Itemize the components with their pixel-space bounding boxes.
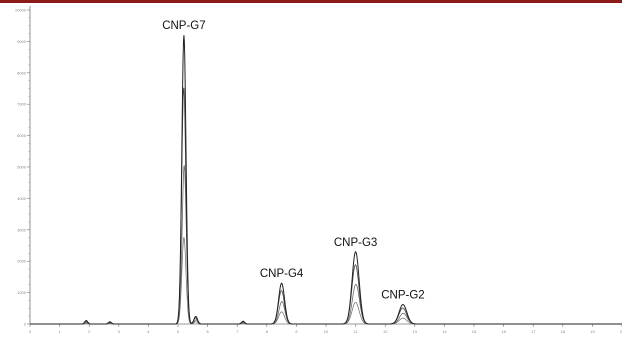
x-tick-label: 7 bbox=[236, 329, 239, 334]
trace-low bbox=[30, 237, 622, 325]
chart-traces bbox=[30, 35, 622, 325]
x-tick-label: 6 bbox=[206, 329, 209, 334]
trace-main bbox=[30, 35, 622, 325]
peak-label-cnp-g3: CNP-G3 bbox=[334, 237, 377, 249]
peak-label-cnp-g7: CNP-G7 bbox=[162, 20, 205, 32]
x-tick-label: 2 bbox=[88, 329, 91, 334]
y-tick-label: 10000 bbox=[15, 8, 27, 13]
top-accent-bar bbox=[0, 0, 622, 3]
x-tick-label: 13 bbox=[413, 329, 418, 334]
x-tick-label: 12 bbox=[383, 329, 388, 334]
trace-mid bbox=[30, 165, 622, 325]
x-tick-label: 17 bbox=[531, 329, 536, 334]
x-tick-label: 4 bbox=[147, 329, 150, 334]
x-tick-label: 0 bbox=[29, 329, 32, 334]
y-tick-label: 3000 bbox=[17, 227, 27, 232]
x-tick-label: 1 bbox=[58, 329, 61, 334]
x-tick-label: 14 bbox=[442, 329, 447, 334]
x-tick-label: 18 bbox=[561, 329, 566, 334]
y-tick-label: 4000 bbox=[17, 196, 27, 201]
y-tick-label: 5000 bbox=[17, 165, 27, 170]
y-tick-label: 9000 bbox=[17, 39, 27, 44]
peak-label-cnp-g2: CNP-G2 bbox=[381, 290, 424, 302]
x-tick-label: 10 bbox=[324, 329, 329, 334]
y-tick-label: 2000 bbox=[17, 259, 27, 264]
x-tick-label: 20 bbox=[620, 329, 622, 334]
x-tick-label: 15 bbox=[472, 329, 477, 334]
peak-label-cnp-g4: CNP-G4 bbox=[260, 268, 304, 280]
x-tick-label: 16 bbox=[501, 329, 506, 334]
x-tick-label: 8 bbox=[266, 329, 269, 334]
chart-axes: 0100020003000400050006000700080009000100… bbox=[15, 6, 622, 334]
x-tick-label: 11 bbox=[354, 329, 359, 334]
y-tick-label: 7000 bbox=[17, 102, 27, 107]
x-tick-label: 3 bbox=[118, 329, 121, 334]
y-tick-label: 8000 bbox=[17, 70, 27, 75]
y-tick-label: 1000 bbox=[17, 290, 27, 295]
y-tick-label: 6000 bbox=[17, 133, 27, 138]
y-tick-label: 0 bbox=[24, 322, 27, 327]
peak-labels: CNP-G7 CNP-G4 CNP-G3 CNP-G2 bbox=[162, 20, 424, 301]
x-tick-label: 9 bbox=[295, 329, 298, 334]
x-tick-label: 5 bbox=[177, 329, 180, 334]
trace-high bbox=[30, 87, 622, 325]
x-tick-label: 19 bbox=[590, 329, 595, 334]
